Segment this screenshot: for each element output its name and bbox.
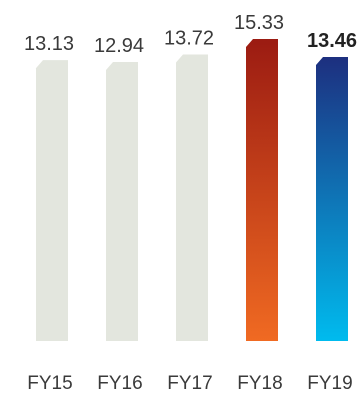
- value-label-fy18: 15.33: [234, 12, 284, 34]
- bar-fy16: [106, 62, 138, 341]
- category-label-fy18: FY18: [237, 373, 282, 394]
- bar-fy19: [316, 56, 348, 341]
- category-label-fy19: FY19: [307, 373, 352, 394]
- category-label-fy16: FY16: [97, 373, 142, 394]
- value-label-fy15: 13.13: [24, 33, 74, 55]
- value-label-fy17: 13.72: [164, 27, 214, 49]
- value-label-fy16: 12.94: [94, 35, 144, 57]
- bar-fy17: [176, 54, 208, 342]
- category-label-fy17: FY17: [167, 373, 212, 394]
- bar-fy15: [36, 60, 68, 342]
- category-label-fy15: FY15: [27, 373, 72, 394]
- bar-fy18: [246, 39, 278, 341]
- value-label-fy19: 13.46: [307, 30, 357, 52]
